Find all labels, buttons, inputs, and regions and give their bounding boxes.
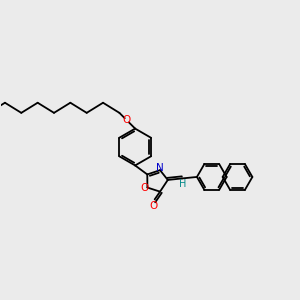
Text: O: O	[140, 182, 148, 193]
Text: O: O	[123, 115, 131, 125]
Text: O: O	[149, 201, 157, 211]
Text: H: H	[179, 179, 186, 189]
Text: N: N	[157, 164, 164, 173]
